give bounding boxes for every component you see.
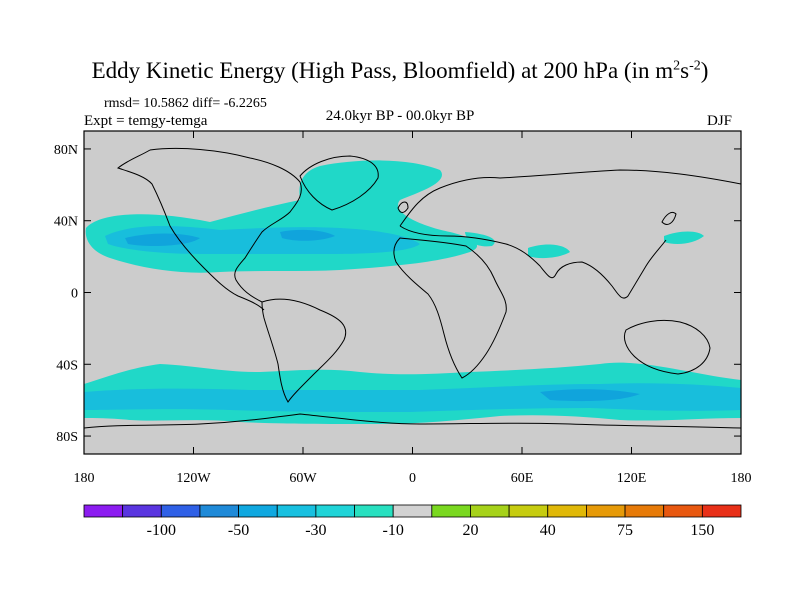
lon-tick-label: 180 [731, 471, 752, 486]
colorbar-swatch [701, 504, 742, 518]
colorbar-swatch [83, 504, 124, 518]
coast-europe-asia [399, 169, 741, 299]
lat-tick-label: 40N [54, 215, 78, 230]
period-label: 24.0kyr BP - 00.0kyr BP [325, 108, 475, 124]
coast-greenland [299, 155, 379, 211]
colorbar-label: 40 [540, 522, 556, 539]
coast-africa [393, 237, 507, 379]
coastlines [84, 147, 741, 429]
colorbar-swatch [624, 504, 665, 518]
colorbar-swatch [586, 504, 626, 518]
colorbar-swatch [160, 504, 201, 518]
lat-tick-label: 40S [56, 358, 78, 373]
colorbar-label: 20 [462, 522, 478, 539]
colorbar-swatch [508, 504, 549, 518]
eke-field-india [528, 244, 570, 259]
lat-tick-label: 80N [54, 143, 78, 158]
latitude-axis: 80N 40N 0 40S 80S [54, 143, 741, 445]
colorbar-swatch [354, 504, 394, 518]
lon-tick-label: 120E [617, 471, 647, 486]
eke-field-north-dark-2 [280, 229, 335, 241]
coast-australia [623, 319, 711, 375]
eke-field-north-mid [105, 226, 420, 254]
colorbar-label: 75 [617, 522, 633, 539]
lon-tick-label: 180 [74, 471, 95, 486]
colorbar-swatch [392, 504, 433, 518]
lon-tick-label: 60E [511, 471, 534, 486]
lon-tick-label: 60W [289, 471, 317, 486]
colorbar-swatch [238, 504, 278, 518]
colorbar-swatch [431, 504, 471, 518]
colorbar-swatch [470, 504, 510, 518]
eke-field-south-dark [540, 389, 640, 402]
colorbar-swatch [315, 504, 355, 518]
colorbar-label: -30 [305, 522, 326, 539]
colorbar-swatch [122, 504, 162, 518]
lat-tick-label: 0 [71, 287, 78, 302]
lat-tick-label: 80S [56, 430, 78, 445]
coast-north-america [116, 147, 302, 311]
longitude-axis: 180 120W 60W 0 60E 120E 180 [74, 131, 752, 486]
anomaly-fields [84, 160, 741, 424]
coast-south-america [261, 298, 347, 403]
season-label: DJF [706, 113, 732, 129]
colorbar-label: -100 [147, 522, 176, 539]
colorbar-swatch [276, 504, 317, 518]
colorbar-label: -50 [228, 522, 249, 539]
plot-title: Eddy Kinetic Energy (High Pass, Bloomfie… [91, 58, 709, 83]
stats-text: rmsd= 10.5862 diff= -6.2265 [104, 96, 267, 111]
experiment-label: Expt = temgy-temga [84, 113, 208, 129]
colorbar-swatch [663, 504, 703, 518]
colorbar-swatch [199, 504, 239, 518]
eke-field-japan [664, 231, 704, 244]
eke-field-mideast [465, 232, 495, 247]
colorbar-label: 150 [690, 522, 714, 539]
colorbar-label: -10 [383, 522, 404, 539]
coast-japan [661, 211, 677, 225]
coast-antarctica [84, 413, 741, 429]
colorbar: -100 -50 -30 -10 20 40 75 150 [83, 504, 742, 539]
coast-uk [397, 201, 409, 213]
colorbar-swatch [547, 504, 587, 518]
lon-tick-label: 0 [409, 471, 416, 486]
lon-tick-label: 120W [176, 471, 211, 486]
